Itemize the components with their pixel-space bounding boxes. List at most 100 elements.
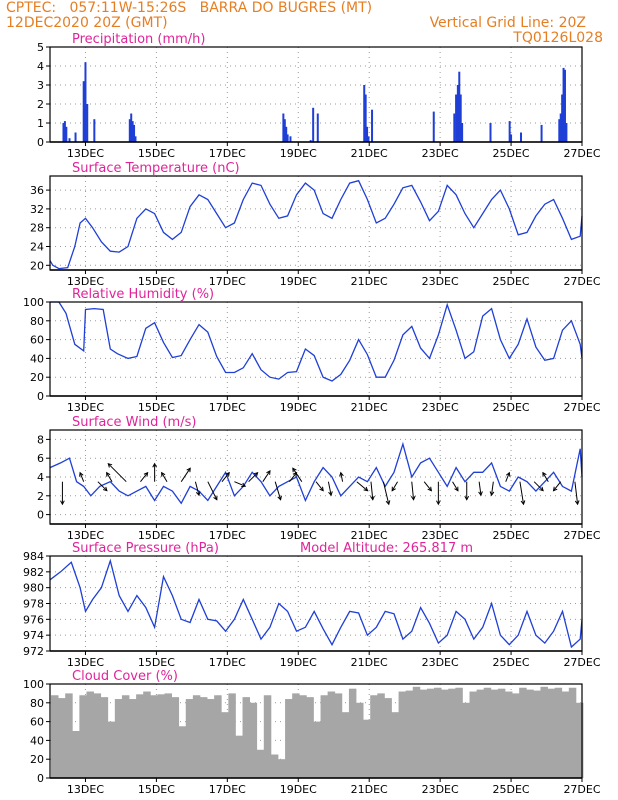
cloud-bar xyxy=(114,699,118,778)
cloud-bar xyxy=(510,691,513,778)
cloud-bar xyxy=(340,693,343,778)
wind-arrow-head xyxy=(552,486,558,492)
x-tick-label: 17DEC xyxy=(209,783,246,796)
y-tick-label: 4 xyxy=(37,471,44,484)
cloud-bar xyxy=(111,721,114,778)
cloud-bar xyxy=(515,693,518,778)
cloud-bar xyxy=(522,687,525,778)
cloud-bar xyxy=(176,697,180,778)
precip-bar xyxy=(561,94,564,142)
cloud-bar xyxy=(155,695,158,778)
cloud-bar xyxy=(125,695,128,778)
precip-bar xyxy=(563,69,566,142)
precip-bar xyxy=(63,121,66,142)
cloud-bar xyxy=(320,695,323,778)
cloud-bar xyxy=(79,695,82,778)
cloud-bar xyxy=(157,694,160,778)
header-station: CPTEC: 057:11W-15:26S BARRA DO BUGRES (M… xyxy=(6,0,373,16)
cloud-bar xyxy=(169,693,172,778)
precip-bar xyxy=(84,62,87,143)
wind-arrow xyxy=(248,472,258,483)
precip-bar xyxy=(312,107,315,142)
y-tick-label: 2 xyxy=(37,98,44,111)
cloud-bar xyxy=(191,699,194,778)
wind-arrow xyxy=(161,472,168,482)
wind-arrow xyxy=(327,481,332,496)
wind-arrow xyxy=(370,481,374,500)
cloud-bar xyxy=(395,712,398,778)
cloud-bar xyxy=(524,687,527,778)
cloud-bar xyxy=(134,699,137,778)
cloud-bar xyxy=(290,699,293,778)
temp-title: Surface Temperature (nC) xyxy=(72,161,240,176)
cloud-bar xyxy=(260,749,263,778)
x-tick-label: 13DEC xyxy=(67,147,104,160)
x-tick-label: 19DEC xyxy=(280,529,317,542)
wind-arrow-head xyxy=(505,471,511,477)
cloud-bar xyxy=(419,689,423,778)
precip-bar xyxy=(559,113,562,142)
cloud-bar xyxy=(345,712,348,778)
cloud-bar xyxy=(81,695,84,778)
y-tick-label: 60 xyxy=(30,716,44,729)
x-tick-label: 27DEC xyxy=(563,275,600,288)
cloud-bar xyxy=(391,712,394,778)
cloud-bar xyxy=(473,691,476,778)
x-tick-label: 15DEC xyxy=(138,401,175,414)
cloud-bar xyxy=(203,697,206,778)
cloud-bar xyxy=(100,697,103,778)
cloud-bar xyxy=(141,694,144,778)
cloud-bar xyxy=(58,698,61,778)
cloud-bar xyxy=(487,687,490,778)
cloud-bar xyxy=(61,698,64,778)
cloud-bar xyxy=(504,691,508,778)
cloud-bar xyxy=(457,687,460,778)
x-tick-label: 27DEC xyxy=(563,656,600,669)
y-tick-label: 2 xyxy=(37,490,44,503)
cloud-bar xyxy=(490,689,493,778)
cloud-bar xyxy=(288,699,291,778)
cloud-bar xyxy=(540,686,543,778)
wind-arrow-head xyxy=(328,491,333,497)
wind-panel: 0 2 4 6 8 13DEC 15DEC 17DEC 19DEC 21DEC 23DEC 25DEC… xyxy=(37,415,601,542)
cloud-bar xyxy=(497,688,501,778)
cloud-bar xyxy=(217,695,220,778)
cloud-bar xyxy=(281,759,284,778)
cloud-bar xyxy=(556,687,559,778)
cloud-bar xyxy=(127,695,130,778)
cloud-bar xyxy=(185,699,188,778)
cloud-bar xyxy=(450,688,453,778)
wind-arrow-head xyxy=(319,486,324,492)
y-tick-label: 6 xyxy=(37,452,44,465)
wind-arrow xyxy=(289,472,297,483)
wind-arrow xyxy=(340,472,344,482)
cloud-bar xyxy=(471,691,474,778)
x-tick-label: 21DEC xyxy=(351,529,388,542)
cloud-bar xyxy=(152,695,155,778)
cloud-bar xyxy=(51,695,54,778)
cloud-bar xyxy=(309,697,313,778)
wind-arrow-head xyxy=(427,486,433,492)
cloud-bar xyxy=(95,693,98,778)
wind-arrow-head xyxy=(152,462,157,468)
cloud-bar xyxy=(364,719,368,778)
precip-bar xyxy=(74,132,77,142)
cloud-bar xyxy=(373,695,376,778)
cloud-bar xyxy=(244,697,247,778)
cloud-bar xyxy=(129,699,132,778)
cloud-bar xyxy=(247,697,251,778)
x-tick-label: 15DEC xyxy=(138,275,175,288)
wind-arrow-head xyxy=(186,467,191,473)
wind-arrow xyxy=(452,481,459,491)
cloud-bar xyxy=(120,699,123,778)
pressure-panel: 972 974 976 978 980 982 984 13DEC 15DEC 17DEC 19DE… xyxy=(23,541,601,669)
cloud-bar xyxy=(508,691,511,778)
cloud-bar xyxy=(480,689,483,778)
cloud-bar xyxy=(178,726,181,778)
cloud-bar xyxy=(262,749,265,778)
cloud-bar xyxy=(348,688,352,778)
cloud-bar xyxy=(407,690,410,778)
cloud-bar xyxy=(277,759,281,778)
cloud-bar xyxy=(160,694,164,778)
x-tick-label: 13DEC xyxy=(67,275,104,288)
